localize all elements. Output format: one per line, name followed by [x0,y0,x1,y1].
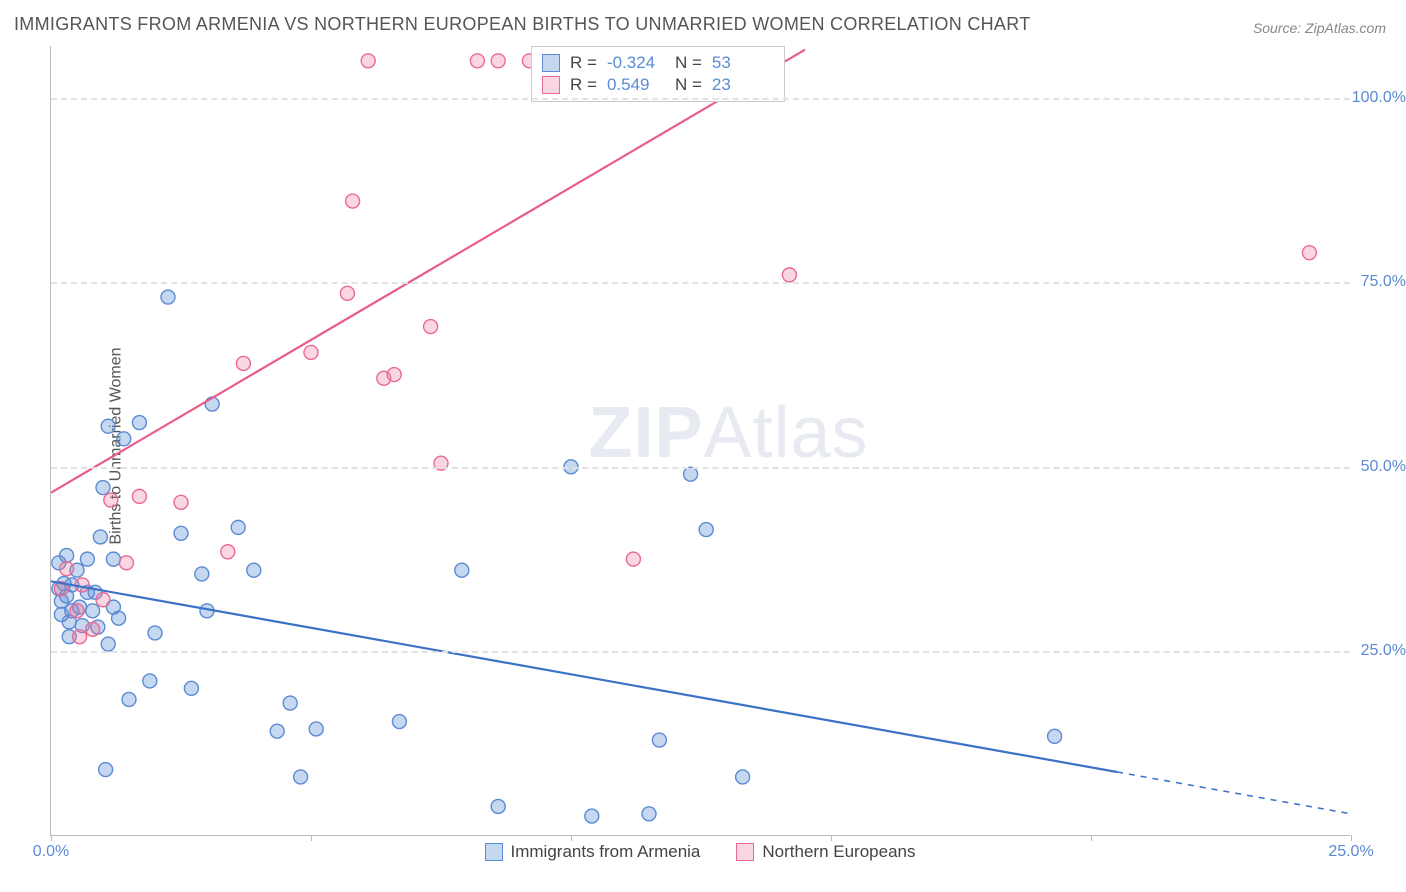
scatter-point [122,692,136,706]
scatter-point [340,286,354,300]
x-tick [311,835,312,841]
r-label: R = [570,53,597,73]
n-label: N = [675,53,702,73]
plot-area: ZIPAtlas R =-0.324N =53R =0.549N =23 25.… [50,46,1350,836]
scatter-point [117,432,131,446]
scatter-point [101,419,115,433]
scatter-point [184,681,198,695]
scatter-point [491,54,505,68]
scatter-point [247,563,261,577]
scatter-point [96,481,110,495]
x-tick [831,835,832,841]
scatter-point [99,763,113,777]
chart-title: IMMIGRANTS FROM ARMENIA VS NORTHERN EURO… [14,14,1031,35]
gridline [51,98,1350,100]
regression-line [51,50,805,493]
legend-swatch [542,76,560,94]
scatter-point [132,489,146,503]
scatter-point [699,523,713,537]
scatter-point [195,567,209,581]
scatter-point [161,290,175,304]
scatter-point [387,368,401,382]
scatter-point [119,556,133,570]
x-tick [1091,835,1092,841]
scatter-point [585,809,599,823]
scatter-point [132,416,146,430]
plot-svg [51,46,1350,835]
scatter-point [70,604,84,618]
scatter-point [1302,246,1316,260]
scatter-point [106,552,120,566]
regression-line-extrapolated [1117,772,1351,814]
x-tick [1351,835,1352,841]
r-value: 0.549 [607,75,665,95]
series-legend-item: Immigrants from Armenia [485,842,701,862]
scatter-point [101,637,115,651]
series-legend-label: Northern Europeans [762,842,915,862]
scatter-point [143,674,157,688]
scatter-point [231,520,245,534]
scatter-point [1048,729,1062,743]
scatter-point [112,611,126,625]
gridline [51,651,1350,653]
scatter-point [80,552,94,566]
n-label: N = [675,75,702,95]
scatter-point [424,320,438,334]
regression-line [51,581,1117,772]
gridline [51,282,1350,284]
scatter-point [60,548,74,562]
scatter-point [174,495,188,509]
x-tick [571,835,572,841]
scatter-point [304,345,318,359]
series-legend-item: Northern Europeans [736,842,915,862]
scatter-point [283,696,297,710]
series-legend: Immigrants from Armenia Northern European… [50,842,1350,866]
scatter-point [626,552,640,566]
scatter-point [392,715,406,729]
series-legend-label: Immigrants from Armenia [511,842,701,862]
chart-container: { "title": "IMMIGRANTS FROM ARMENIA VS N… [0,0,1406,892]
n-value: 23 [712,75,770,95]
gridline [51,467,1350,469]
legend-swatch [736,843,754,861]
scatter-point [684,467,698,481]
scatter-point [782,268,796,282]
legend-swatch [485,843,503,861]
scatter-point [148,626,162,640]
scatter-point [221,545,235,559]
scatter-point [96,593,110,607]
scatter-point [642,807,656,821]
scatter-point [361,54,375,68]
stats-legend-row: R = 0.549 N = 23 [542,75,770,95]
scatter-point [309,722,323,736]
y-tick-label: 100.0% [1352,89,1406,107]
stats-legend: R = -0.324 N = 53 R = 0.549 N = 23 [531,46,785,102]
y-tick-label: 75.0% [1361,273,1406,291]
scatter-point [294,770,308,784]
scatter-point [470,54,484,68]
scatter-point [104,493,118,507]
legend-swatch [542,54,560,72]
scatter-point [736,770,750,784]
n-value: 53 [712,53,770,73]
y-tick-label: 50.0% [1361,458,1406,476]
scatter-point [270,724,284,738]
y-tick-label: 25.0% [1361,642,1406,660]
scatter-point [491,799,505,813]
scatter-point [86,604,100,618]
stats-legend-row: R = -0.324 N = 53 [542,53,770,73]
scatter-point [236,356,250,370]
scatter-point [86,622,100,636]
x-tick [51,835,52,841]
scatter-point [455,563,469,577]
scatter-point [93,530,107,544]
scatter-point [346,194,360,208]
scatter-point [174,526,188,540]
scatter-point [60,562,74,576]
source-attribution: Source: ZipAtlas.com [1253,20,1386,36]
r-value: -0.324 [607,53,665,73]
scatter-point [73,630,87,644]
r-label: R = [570,75,597,95]
scatter-point [652,733,666,747]
